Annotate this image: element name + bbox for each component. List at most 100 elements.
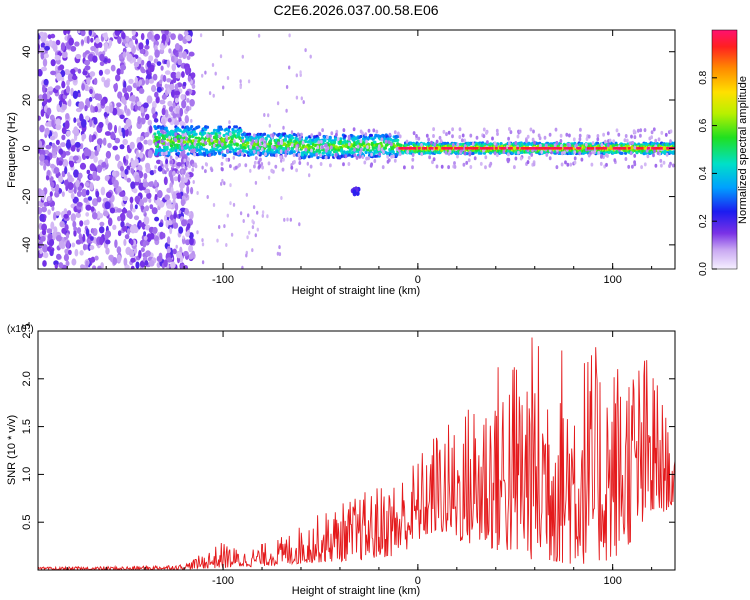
heatmap-cell <box>529 127 533 132</box>
heatmap-cell <box>229 132 232 137</box>
heatmap-cell <box>391 150 395 154</box>
heatmap-cell <box>295 168 298 173</box>
heatmap-cell <box>261 137 264 142</box>
heatmap-cell <box>126 228 131 236</box>
heatmap-cell <box>364 132 368 137</box>
heatmap-cell <box>171 55 175 63</box>
heatmap-cell <box>514 141 518 145</box>
heatmap-cell <box>140 33 145 41</box>
heatmap-cell <box>643 128 647 133</box>
heatmap-cell <box>42 58 48 67</box>
heatmap-cell <box>47 196 51 202</box>
heatmap-cell <box>367 128 371 133</box>
heatmap-cell <box>130 257 136 263</box>
heatmap-cell <box>46 169 51 177</box>
heatmap-cell <box>475 135 479 140</box>
heatmap-cell <box>39 31 45 37</box>
heatmap-cell <box>475 147 479 150</box>
heatmap-cell <box>49 191 53 197</box>
heatmap-cell <box>131 35 137 41</box>
heatmap-cell <box>178 226 184 234</box>
heatmap-cell <box>129 196 134 204</box>
heatmap-cell <box>285 85 289 89</box>
heatmap-cell <box>253 160 257 165</box>
heatmap-cell <box>268 123 271 128</box>
heatmap-cell <box>464 147 468 150</box>
heatmap-cell <box>439 139 443 144</box>
heatmap-cell <box>54 211 61 216</box>
heatmap-cell <box>495 128 499 133</box>
heatmap-cell <box>569 147 573 150</box>
heatmap-cell <box>58 262 64 269</box>
heatmap-cell <box>64 69 71 75</box>
heatmap-cell <box>240 136 245 140</box>
heatmap-ytick-label: 0 <box>21 145 33 151</box>
heatmap-cell <box>509 147 513 150</box>
heatmap-cell <box>61 103 67 111</box>
heatmap-cell <box>115 74 121 82</box>
heatmap-cell <box>179 107 184 117</box>
heatmap-cell <box>162 137 167 141</box>
heatmap-cell <box>361 155 365 159</box>
heatmap-cell <box>81 119 87 128</box>
heatmap-cell <box>95 48 99 56</box>
heatmap-cell <box>139 151 144 159</box>
heatmap-cell <box>248 230 251 235</box>
heatmap-cell <box>531 147 535 150</box>
heatmap-cell <box>97 265 102 269</box>
heatmap-cell <box>96 164 103 173</box>
heatmap-cell <box>319 153 323 158</box>
heatmap-cell <box>239 79 242 84</box>
heatmap-cell <box>403 165 406 170</box>
heatmap-cell <box>188 244 194 253</box>
heatmap-cell <box>117 230 122 237</box>
heatmap-cell <box>114 30 121 36</box>
heatmap-cell <box>435 164 439 169</box>
heatmap-cell <box>432 127 435 132</box>
heatmap-cell <box>380 137 384 142</box>
heatmap-cell <box>564 160 567 165</box>
heatmap-cell <box>85 98 91 107</box>
heatmap-cell <box>157 136 161 140</box>
heatmap-cell <box>112 224 117 230</box>
heatmap-cell <box>201 260 205 265</box>
heatmap-cell <box>134 175 139 182</box>
heatmap-cell <box>65 232 70 239</box>
heatmap-cell <box>323 139 327 143</box>
heatmap-cell <box>187 253 194 260</box>
heatmap-cell <box>643 162 647 167</box>
heatmap-cell <box>147 181 154 187</box>
heatmap-cell <box>134 195 141 203</box>
heatmap-cell <box>530 152 534 157</box>
heatmap-cell <box>213 151 217 155</box>
heatmap-cell <box>40 35 47 43</box>
heatmap-cell <box>93 117 98 125</box>
heatmap-cell <box>102 137 107 146</box>
heatmap-cell <box>537 147 541 150</box>
heatmap-cell <box>628 141 632 146</box>
heatmap-cell <box>185 34 192 42</box>
heatmap-cell <box>653 149 656 153</box>
heatmap-cell <box>128 212 133 220</box>
heatmap-cell <box>180 152 183 157</box>
heatmap-cell <box>41 229 47 236</box>
heatmap-cell <box>69 160 75 168</box>
heatmap-cell <box>623 147 627 150</box>
heatmap-cell <box>51 206 55 211</box>
heatmap-frame <box>37 29 676 270</box>
heatmap-cell <box>38 207 43 215</box>
heatmap-ytick-label: 40 <box>21 46 33 58</box>
heatmap-cell <box>526 134 530 139</box>
heatmap-cell <box>486 147 490 150</box>
heatmap-cell <box>420 152 424 157</box>
heatmap-cell <box>235 142 239 146</box>
heatmap-cell <box>155 187 158 193</box>
heatmap-cell <box>225 138 229 142</box>
heatmap-cell <box>90 104 94 113</box>
heatmap-cell <box>539 147 543 150</box>
heatmap-cell <box>606 153 609 158</box>
heatmap-cell <box>282 125 285 130</box>
heatmap-cell <box>656 151 660 155</box>
heatmap-cell <box>406 150 409 154</box>
heatmap-cell <box>246 235 249 240</box>
